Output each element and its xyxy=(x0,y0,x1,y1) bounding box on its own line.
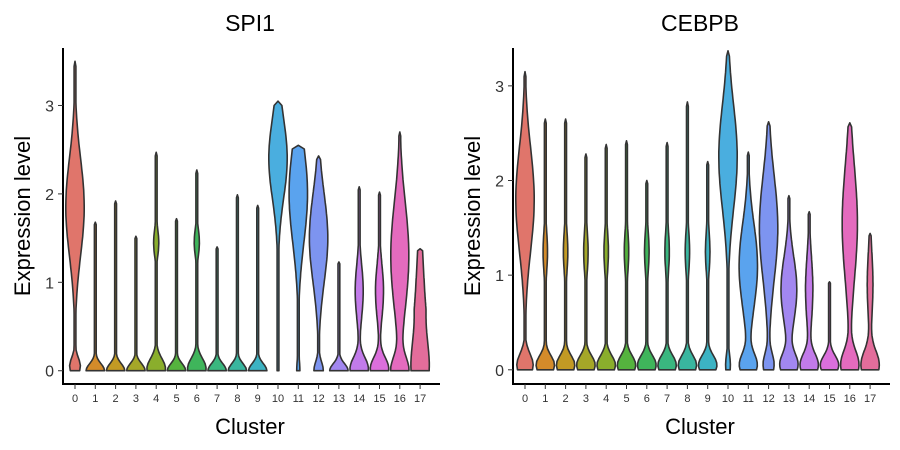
violin-cluster-3 xyxy=(575,153,596,371)
y-tick-label: 1 xyxy=(45,275,54,292)
x-tick-label: 14 xyxy=(353,393,365,405)
violin-cluster-6 xyxy=(186,169,207,372)
x-tick-label: 9 xyxy=(255,393,261,405)
violin-cluster-10 xyxy=(268,100,288,372)
x-tick-label: 13 xyxy=(783,393,795,405)
x-tick-label: 14 xyxy=(803,393,815,405)
violin-cluster-1 xyxy=(535,118,556,371)
x-tick-label: 8 xyxy=(234,393,240,405)
violin-cluster-12 xyxy=(308,155,329,372)
y-tick-label: 2 xyxy=(45,187,54,204)
violin-cluster-15 xyxy=(819,281,840,371)
violin-cluster-9 xyxy=(697,160,718,371)
y-axis-label: Expression level xyxy=(10,136,35,296)
x-tick-label: 17 xyxy=(864,393,876,405)
violin-cluster-14 xyxy=(799,210,820,371)
y-tick-label: 1 xyxy=(495,268,504,285)
violin-cluster-7 xyxy=(207,246,228,372)
x-tick-label: 6 xyxy=(644,393,650,405)
violin-cluster-17 xyxy=(860,232,881,371)
violin-cluster-8 xyxy=(227,194,248,372)
violin-cluster-11 xyxy=(288,144,309,372)
x-tick-label: 11 xyxy=(293,393,304,405)
violin-cluster-13 xyxy=(778,194,799,371)
violin-cluster-6 xyxy=(636,179,657,371)
x-tick-label: 4 xyxy=(603,393,609,405)
violin-cluster-2 xyxy=(555,118,576,371)
violin-cluster-13 xyxy=(328,261,349,372)
violin-cluster-17 xyxy=(410,247,431,372)
violin-cluster-7 xyxy=(657,141,678,371)
x-tick-label: 4 xyxy=(153,393,159,405)
violin-cluster-4 xyxy=(146,151,167,372)
x-tick-label: 7 xyxy=(214,393,220,405)
violin-cluster-1 xyxy=(85,221,106,372)
violin-cluster-5 xyxy=(166,217,187,372)
x-tick-label: 3 xyxy=(583,393,589,405)
chart-title: CEBPB xyxy=(661,10,739,36)
violin-cluster-0 xyxy=(65,60,85,372)
chart-title: SPI1 xyxy=(225,10,275,36)
x-tick-label: 2 xyxy=(563,393,569,405)
x-tick-label: 3 xyxy=(133,393,139,405)
x-tick-label: 11 xyxy=(743,393,754,405)
violin-cluster-0 xyxy=(515,70,535,371)
violin-cluster-2 xyxy=(105,200,126,372)
y-tick-label: 3 xyxy=(495,79,504,96)
violin-cluster-16 xyxy=(389,131,410,372)
x-tick-label: 0 xyxy=(522,393,528,405)
x-tick-label: 10 xyxy=(272,393,284,405)
x-tick-label: 12 xyxy=(762,393,774,405)
x-tick-label: 1 xyxy=(92,393,98,405)
y-axis-label: Expression level xyxy=(460,136,485,296)
x-tick-label: 5 xyxy=(173,393,179,405)
x-axis-label: Cluster xyxy=(215,414,285,439)
x-tick-label: 12 xyxy=(312,393,324,405)
x-tick-label: 16 xyxy=(844,393,856,405)
x-tick-label: 10 xyxy=(722,393,734,405)
violin-cluster-14 xyxy=(349,186,370,372)
x-tick-label: 8 xyxy=(684,393,690,405)
y-tick-label: 2 xyxy=(495,174,504,191)
x-axis-label: Cluster xyxy=(665,414,735,439)
x-tick-label: 2 xyxy=(113,393,119,405)
violin-cluster-12 xyxy=(758,121,779,371)
violin-cluster-4 xyxy=(596,143,617,371)
violin-cluster-5 xyxy=(616,140,637,371)
x-tick-label: 17 xyxy=(414,393,426,405)
x-tick-label: 15 xyxy=(823,393,835,405)
violin-cluster-11 xyxy=(738,151,759,371)
violin-cluster-16 xyxy=(839,122,860,371)
y-tick-label: 3 xyxy=(45,98,54,115)
x-tick-label: 0 xyxy=(72,393,78,405)
y-tick-label: 0 xyxy=(495,363,504,380)
violin-cluster-9 xyxy=(247,204,268,372)
x-tick-label: 15 xyxy=(373,393,385,405)
x-tick-label: 16 xyxy=(394,393,406,405)
x-tick-label: 1 xyxy=(542,393,548,405)
y-tick-label: 0 xyxy=(45,364,54,381)
violin-cluster-10 xyxy=(718,50,738,371)
violin-cluster-15 xyxy=(369,191,390,372)
x-tick-label: 13 xyxy=(333,393,345,405)
x-tick-label: 7 xyxy=(664,393,670,405)
x-tick-label: 5 xyxy=(623,393,629,405)
x-tick-label: 9 xyxy=(705,393,711,405)
violin-cluster-3 xyxy=(125,235,146,372)
x-tick-label: 6 xyxy=(194,393,200,405)
violin-cluster-8 xyxy=(677,101,698,371)
